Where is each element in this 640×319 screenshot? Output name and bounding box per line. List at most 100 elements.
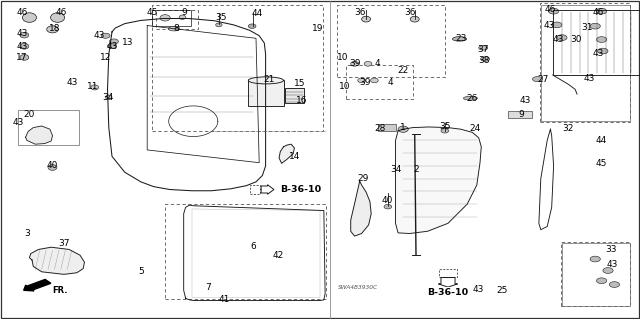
- Bar: [152, 10, 191, 26]
- Ellipse shape: [481, 57, 490, 61]
- Text: 33: 33: [605, 245, 617, 254]
- Text: 43: 43: [607, 260, 618, 269]
- Text: 21: 21: [263, 75, 275, 84]
- Ellipse shape: [552, 22, 562, 28]
- Text: 43: 43: [106, 42, 118, 51]
- Text: 16: 16: [296, 96, 308, 105]
- Text: 40: 40: [381, 197, 393, 205]
- Bar: [540, 3, 630, 122]
- Text: 4: 4: [375, 59, 380, 68]
- Bar: [248, 80, 284, 106]
- Ellipse shape: [532, 77, 543, 82]
- Bar: [250, 185, 260, 194]
- Ellipse shape: [557, 35, 567, 41]
- Ellipse shape: [548, 8, 559, 14]
- Text: 43: 43: [543, 21, 555, 30]
- Text: 9: 9: [519, 110, 524, 119]
- Ellipse shape: [168, 26, 180, 31]
- Ellipse shape: [248, 77, 284, 84]
- Ellipse shape: [91, 85, 99, 90]
- Text: 19: 19: [312, 24, 324, 33]
- Ellipse shape: [20, 55, 29, 60]
- Text: SWA4B3930C: SWA4B3930C: [339, 285, 378, 290]
- Ellipse shape: [590, 23, 600, 29]
- Text: 35: 35: [439, 122, 451, 131]
- Ellipse shape: [51, 13, 65, 22]
- Bar: [337, 5, 445, 77]
- Ellipse shape: [358, 78, 365, 83]
- Text: 30: 30: [570, 35, 582, 44]
- Text: 27: 27: [537, 75, 548, 84]
- Text: 7: 7: [205, 283, 211, 292]
- Text: 13: 13: [122, 38, 134, 47]
- Ellipse shape: [351, 61, 358, 66]
- Ellipse shape: [609, 282, 620, 287]
- Ellipse shape: [216, 23, 222, 27]
- Text: 6: 6: [250, 242, 255, 251]
- Text: 25: 25: [497, 286, 508, 295]
- Text: 34: 34: [390, 165, 401, 174]
- Ellipse shape: [463, 96, 477, 100]
- Ellipse shape: [364, 61, 372, 66]
- Text: 44: 44: [252, 9, 263, 18]
- Text: 46: 46: [545, 5, 556, 14]
- Text: 46: 46: [55, 8, 67, 17]
- Ellipse shape: [22, 13, 36, 22]
- Text: 43: 43: [552, 35, 564, 44]
- Text: 2: 2: [413, 165, 419, 174]
- Text: 43: 43: [473, 285, 484, 294]
- Ellipse shape: [106, 95, 112, 100]
- Text: 38: 38: [479, 56, 490, 65]
- Text: 43: 43: [12, 118, 24, 127]
- Ellipse shape: [590, 256, 600, 262]
- Text: 36: 36: [355, 8, 366, 17]
- Text: 46: 46: [16, 8, 28, 17]
- Text: 37: 37: [58, 239, 70, 248]
- Ellipse shape: [362, 16, 371, 22]
- Bar: [439, 269, 457, 277]
- Text: 4: 4: [388, 78, 393, 87]
- Text: 5: 5: [138, 267, 143, 276]
- Polygon shape: [279, 144, 294, 163]
- Text: 28: 28: [374, 124, 386, 133]
- Text: 22: 22: [397, 66, 409, 75]
- Text: 10: 10: [339, 82, 350, 91]
- Ellipse shape: [371, 78, 378, 83]
- Text: 37: 37: [477, 45, 489, 54]
- Ellipse shape: [384, 204, 392, 209]
- Text: 23: 23: [455, 34, 467, 43]
- Text: 35: 35: [215, 13, 227, 22]
- Text: 46: 46: [593, 8, 604, 17]
- Text: 43: 43: [16, 29, 28, 38]
- Ellipse shape: [596, 37, 607, 42]
- Bar: [156, 10, 198, 29]
- Bar: [562, 243, 630, 306]
- Ellipse shape: [108, 43, 116, 48]
- Bar: [561, 242, 630, 306]
- Text: 45: 45: [596, 159, 607, 168]
- FancyArrow shape: [261, 185, 274, 194]
- Text: 18: 18: [49, 24, 60, 33]
- Ellipse shape: [179, 15, 186, 19]
- Text: 45: 45: [147, 8, 158, 17]
- Text: 43: 43: [93, 31, 105, 40]
- Text: 17: 17: [16, 53, 28, 62]
- Bar: [346, 65, 413, 99]
- Text: 43: 43: [16, 42, 28, 51]
- Text: 40: 40: [47, 161, 58, 170]
- Ellipse shape: [596, 278, 607, 284]
- Text: 10: 10: [337, 53, 349, 62]
- Text: 8: 8: [173, 24, 179, 33]
- Ellipse shape: [101, 33, 110, 38]
- Text: FR.: FR.: [52, 286, 68, 295]
- Text: 43: 43: [67, 78, 78, 87]
- Bar: [18, 110, 79, 145]
- Ellipse shape: [109, 39, 118, 44]
- Text: 43: 43: [593, 49, 604, 58]
- Text: 34: 34: [102, 93, 113, 102]
- Text: 39: 39: [359, 78, 371, 87]
- Ellipse shape: [398, 126, 408, 132]
- Ellipse shape: [603, 268, 613, 273]
- Text: 44: 44: [596, 137, 607, 145]
- Text: B-36-10: B-36-10: [428, 288, 468, 297]
